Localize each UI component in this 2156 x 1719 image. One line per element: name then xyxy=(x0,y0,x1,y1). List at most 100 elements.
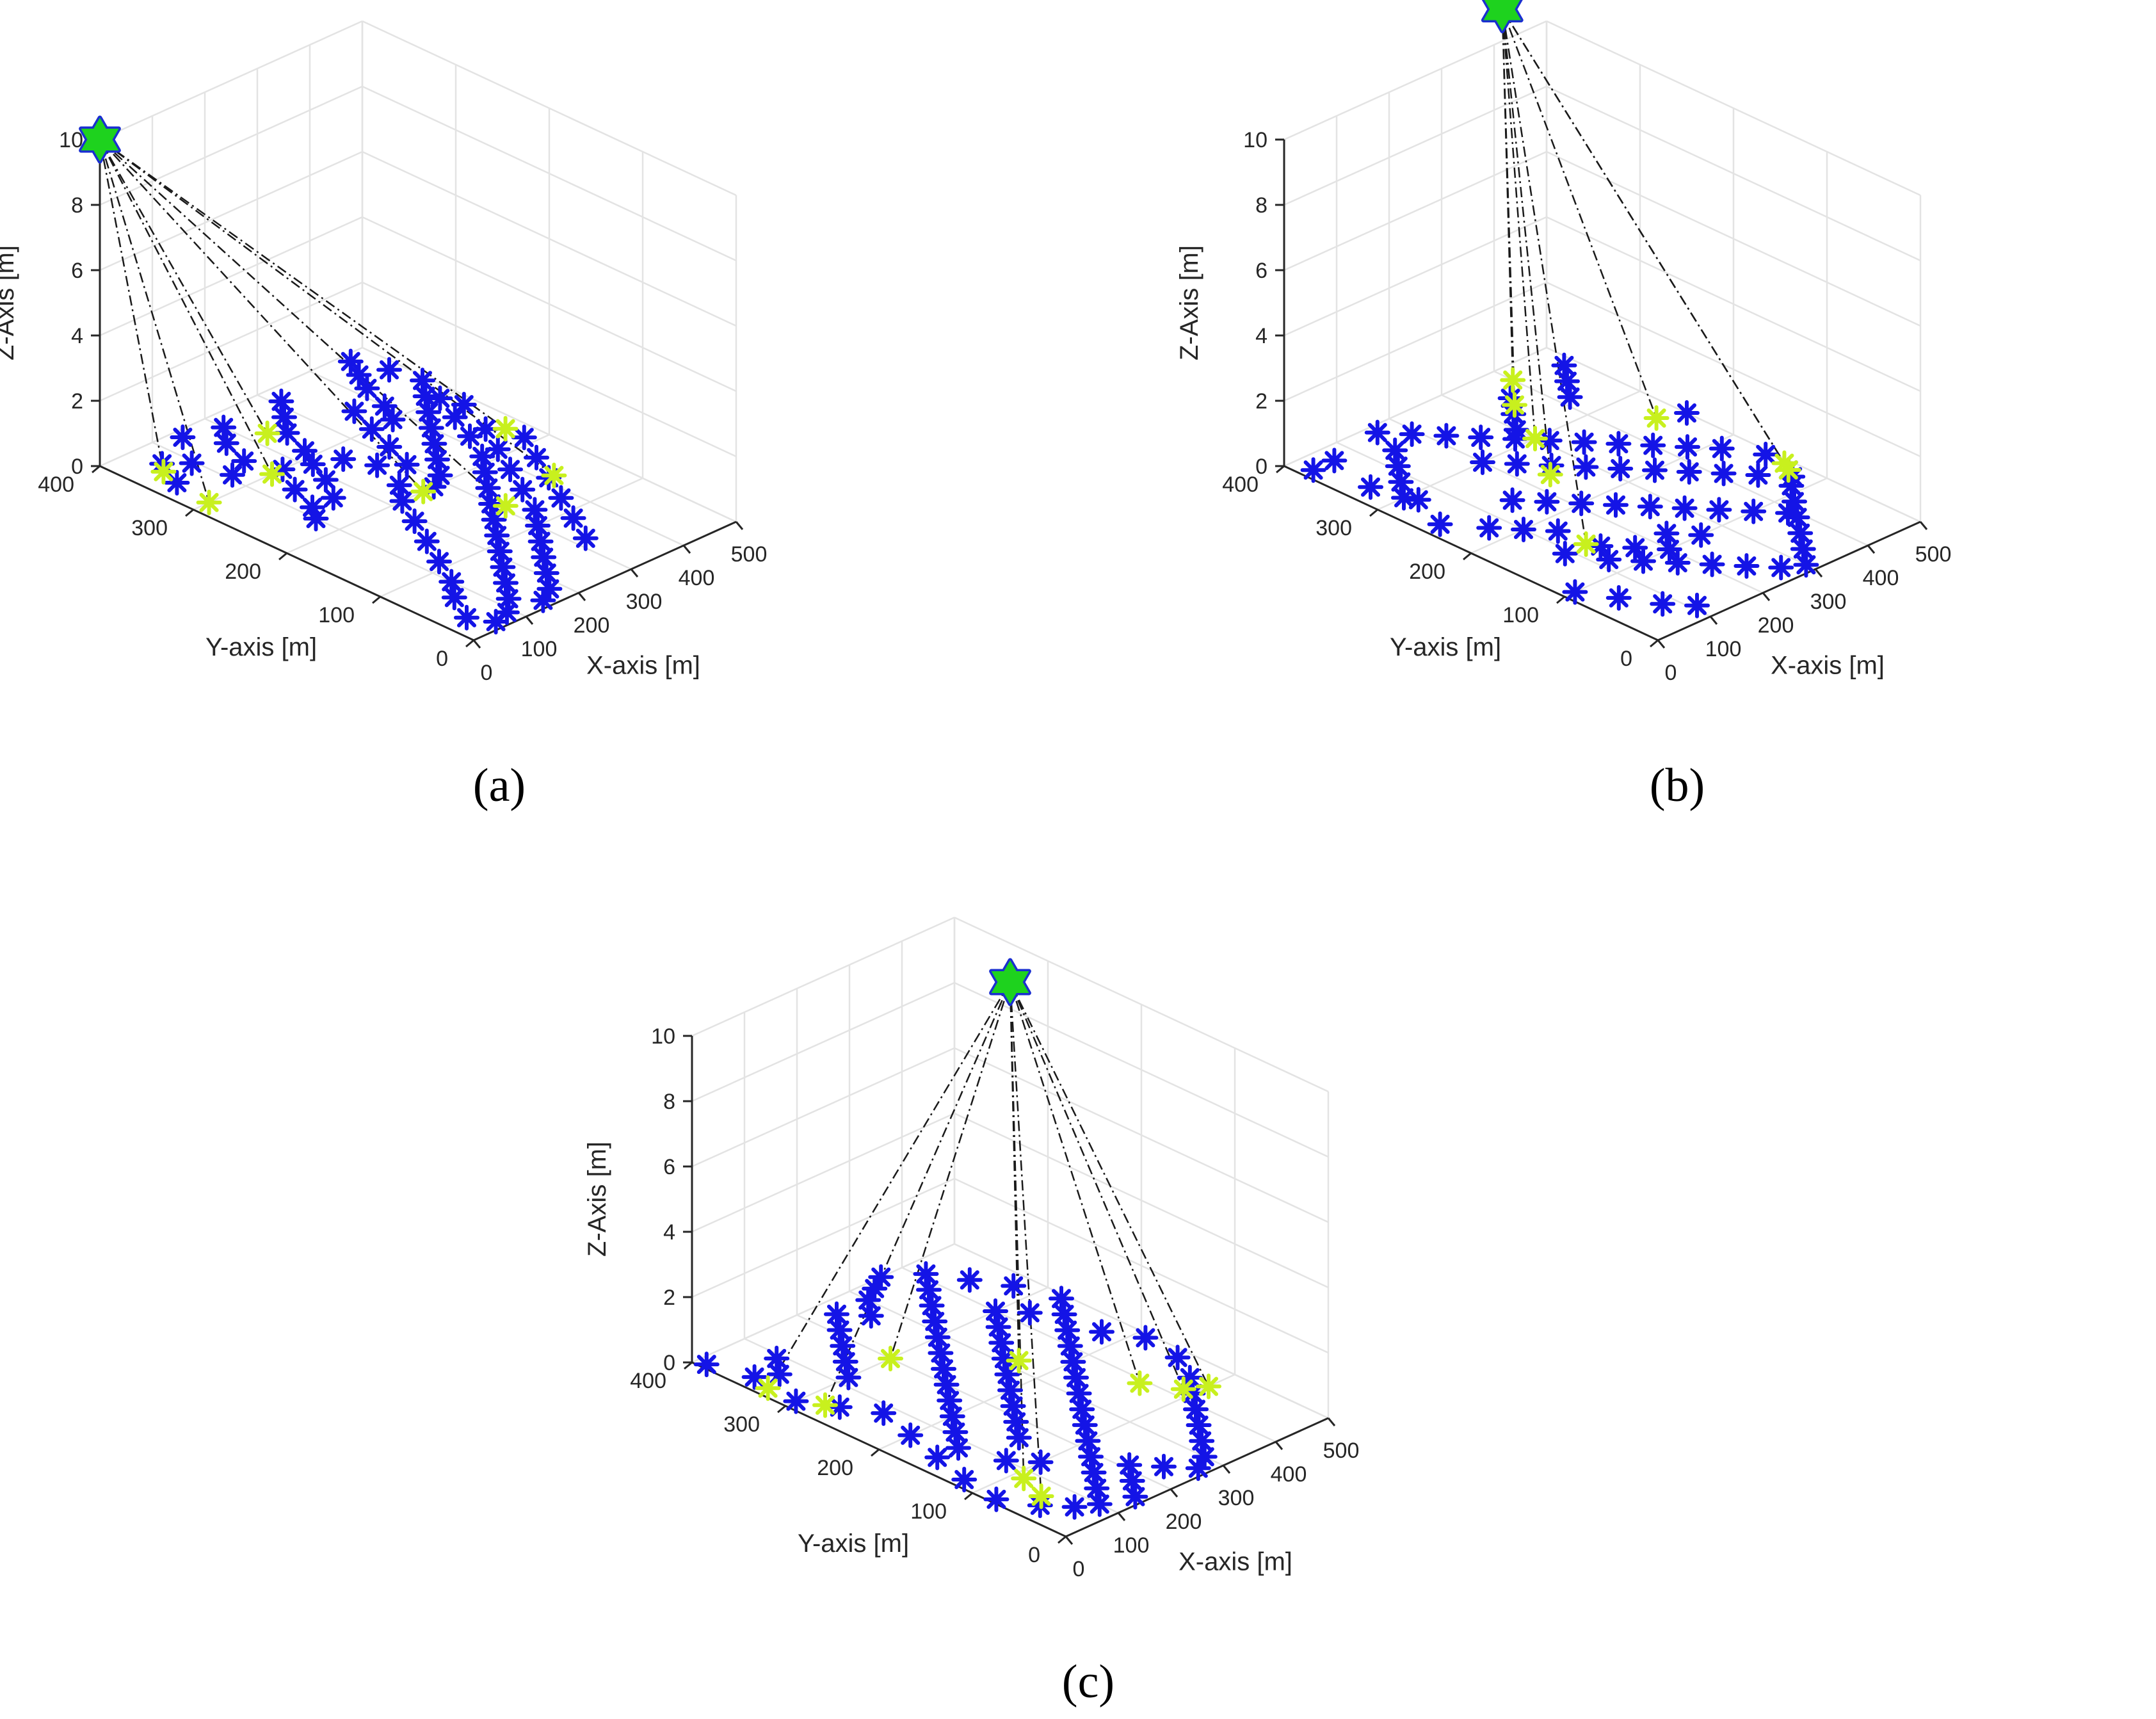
selected-point xyxy=(1028,1483,1054,1509)
z-tick-label: 4 xyxy=(663,1220,675,1245)
sensor-point xyxy=(1388,469,1414,495)
sensor-point xyxy=(282,476,308,503)
link-line xyxy=(1501,9,1657,419)
selected-point xyxy=(878,1346,903,1371)
selected-point xyxy=(492,493,519,519)
sensor-point xyxy=(412,383,438,409)
sensor-nodes xyxy=(149,348,599,634)
sensor-point xyxy=(783,1388,809,1414)
sensor-point xyxy=(560,505,586,531)
sensor-point xyxy=(179,450,205,476)
x-tick-label: 100 xyxy=(1113,1533,1150,1558)
z-tick-label: 6 xyxy=(71,259,83,283)
sensor-point xyxy=(924,1324,951,1350)
y-tick-label: 300 xyxy=(131,516,168,540)
selected-point xyxy=(541,462,567,488)
sensor-point xyxy=(1607,456,1634,481)
sensor-point xyxy=(524,444,549,471)
sensor-point xyxy=(1000,1393,1026,1419)
sensor-point xyxy=(1637,494,1663,520)
sensor-point xyxy=(1164,1344,1191,1371)
sensor-point xyxy=(337,348,364,375)
sensor-point xyxy=(1688,522,1714,548)
sensor-point xyxy=(1072,1412,1098,1438)
panel-c-chart: 010020030040050001002003004000246810X-ax… xyxy=(583,916,1360,1581)
z-tick-label: 4 xyxy=(1255,324,1267,348)
sensor-point xyxy=(415,399,442,425)
sensor-point xyxy=(985,1314,1011,1340)
caption-a: (a) xyxy=(472,759,526,812)
sensor-point xyxy=(1084,1475,1110,1501)
sensor-point xyxy=(924,1444,951,1471)
sensor-point xyxy=(1551,352,1577,378)
sensor-point xyxy=(1185,1455,1211,1481)
sensor-point xyxy=(1674,400,1700,426)
x-tick-label: 500 xyxy=(1323,1439,1360,1463)
sensor-point xyxy=(824,1301,849,1327)
y-tick-label: 200 xyxy=(817,1456,853,1480)
link-line xyxy=(889,981,1011,1359)
sensor-point xyxy=(1573,454,1599,480)
sensor-point xyxy=(1078,1444,1104,1470)
sensor-point xyxy=(1671,495,1698,521)
sensor-point xyxy=(897,1422,924,1448)
grid xyxy=(99,20,737,642)
link-line xyxy=(1501,9,1536,439)
links xyxy=(767,981,1210,1497)
sensor-point xyxy=(933,1371,960,1398)
sensor-point xyxy=(983,1486,1010,1512)
sensor-point xyxy=(913,1261,939,1287)
sensor-point xyxy=(1186,1412,1212,1438)
sensor-point xyxy=(548,485,574,511)
z-tick-label: 8 xyxy=(71,193,83,218)
z-tick-label: 6 xyxy=(663,1155,675,1179)
sensor-point xyxy=(916,1277,942,1303)
x-axis-label: X-axis [m] xyxy=(586,652,700,680)
link-line xyxy=(1009,981,1020,1361)
sensor-point xyxy=(1364,419,1390,446)
sensor-point xyxy=(1006,1424,1032,1451)
z-tick-label: 2 xyxy=(663,1286,675,1310)
sensor-point xyxy=(1790,536,1816,562)
sensor-point xyxy=(376,357,402,383)
sensor-point xyxy=(1706,497,1732,523)
sensor-point xyxy=(1399,421,1425,448)
sink-star-icon xyxy=(79,115,121,164)
sensor-point xyxy=(510,476,536,503)
sink-star-icon xyxy=(1481,0,1524,33)
sensor-point xyxy=(1653,521,1680,547)
selected-point xyxy=(1011,1465,1037,1492)
sensor-point xyxy=(527,528,554,554)
sensor-point xyxy=(303,506,329,531)
sensor-point xyxy=(394,451,420,478)
sensor-point xyxy=(1089,1319,1114,1345)
z-axis-label: Z-Axis [m] xyxy=(1175,245,1203,360)
sensor-point xyxy=(1116,1452,1143,1478)
sensor-point xyxy=(1710,460,1737,487)
sensor-point xyxy=(1476,515,1502,541)
link-line xyxy=(1501,9,1516,405)
z-tick-label: 4 xyxy=(71,324,83,348)
sensor-point xyxy=(983,1298,1008,1324)
y-tick-label: 100 xyxy=(318,603,355,627)
z-tick-label: 2 xyxy=(1255,389,1267,414)
caption-b: (b) xyxy=(1649,759,1705,812)
link-line xyxy=(1009,981,1042,1497)
sensor-point xyxy=(341,398,367,424)
y-tick-label: 100 xyxy=(910,1499,947,1524)
panel-a-chart: 010020030040050001002003004000246810X-ax… xyxy=(0,20,767,685)
selected-point xyxy=(150,458,177,485)
sensor-point xyxy=(1568,490,1595,517)
x-tick-label: 0 xyxy=(481,661,493,685)
x-tick-label: 0 xyxy=(1073,1557,1085,1581)
sensor-point xyxy=(493,570,519,596)
sensor-point xyxy=(832,1348,858,1375)
sensor-point xyxy=(442,404,468,430)
sensor-point xyxy=(386,472,412,498)
link-line xyxy=(1501,9,1587,545)
sensor-point xyxy=(531,544,557,570)
y-tick-label: 300 xyxy=(723,1412,760,1437)
selected-point xyxy=(254,420,280,446)
sensor-point xyxy=(994,1361,1020,1387)
sensor-point xyxy=(1027,1449,1054,1475)
